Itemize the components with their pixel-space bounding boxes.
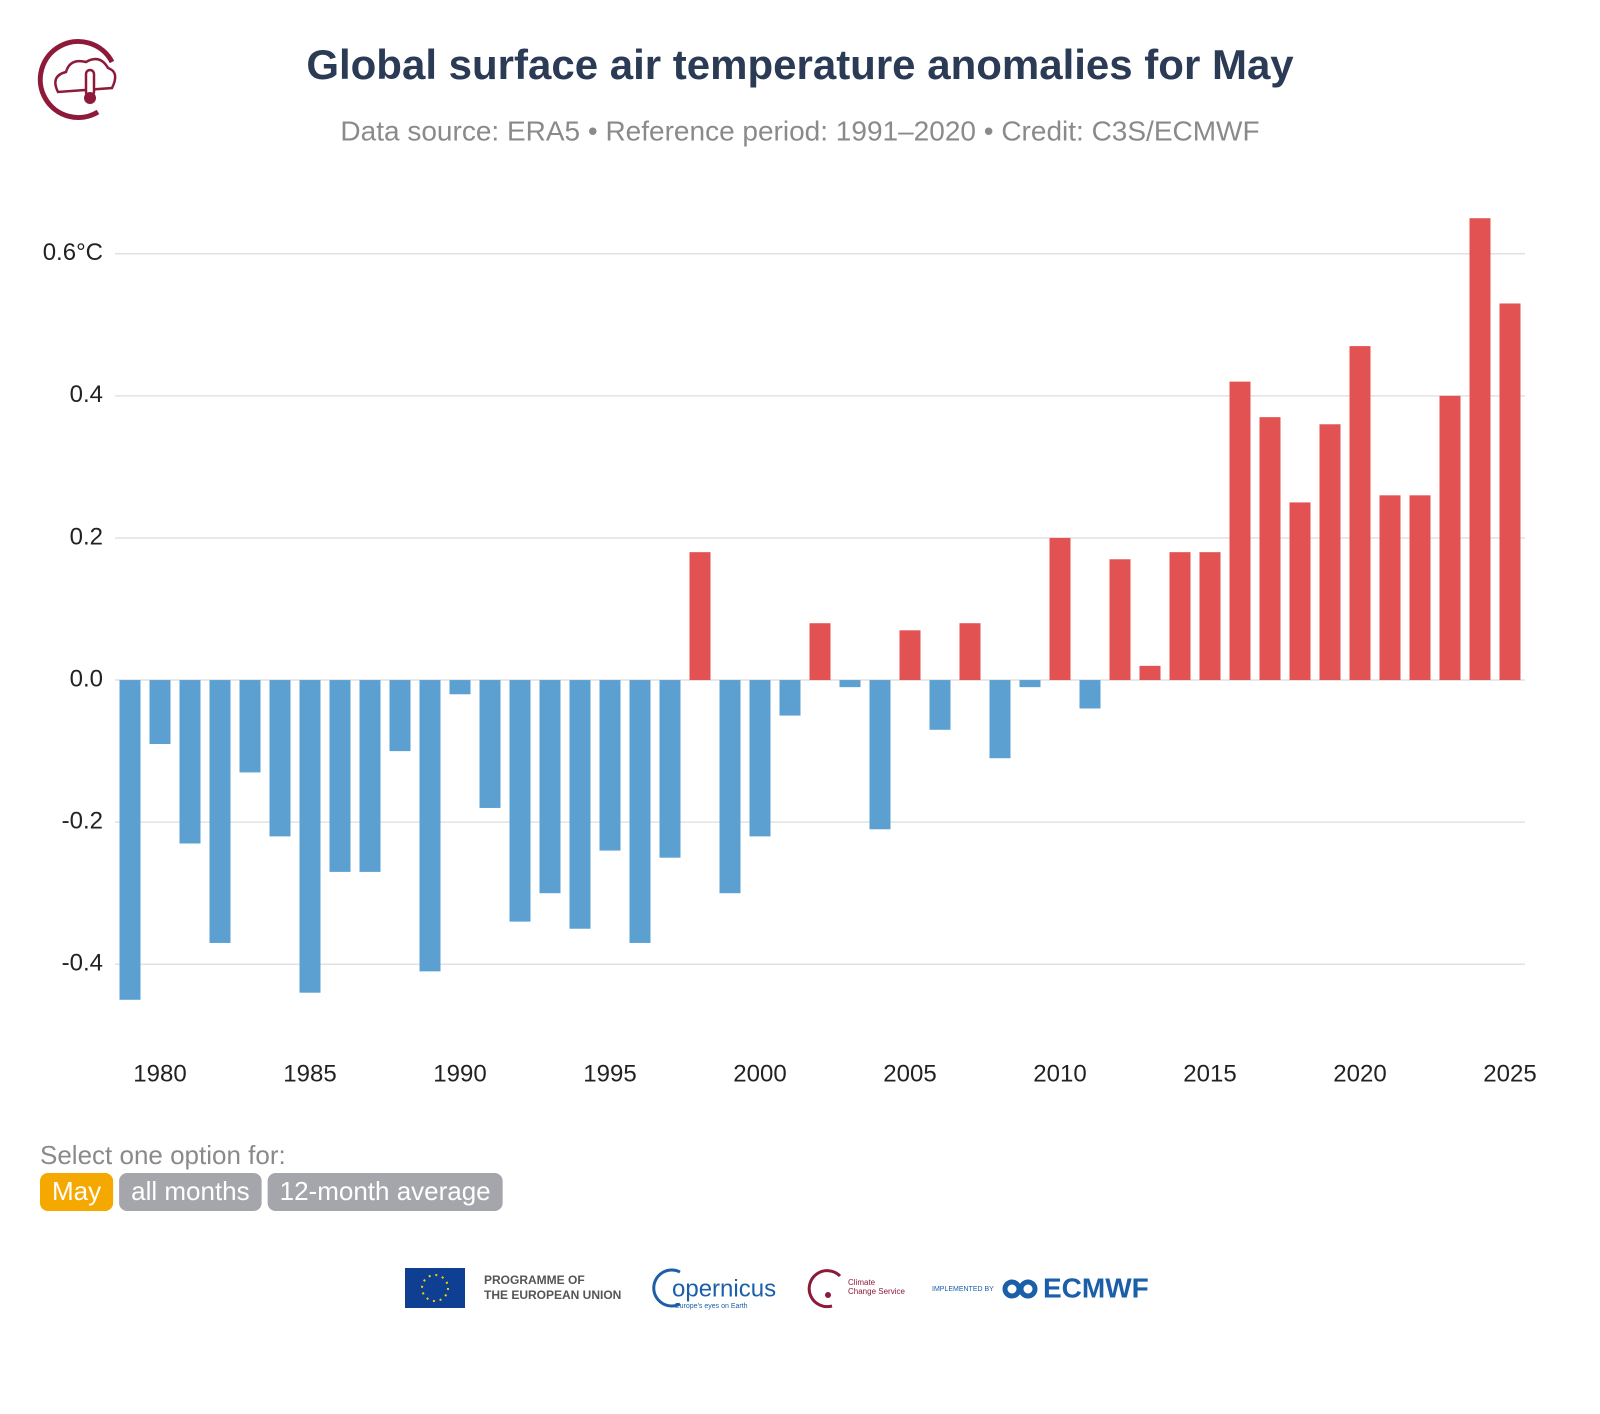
x-tick-label: 2010	[1033, 1060, 1086, 1087]
chart-title: Global surface air temperature anomalies…	[306, 41, 1294, 88]
button-bg[interactable]	[119, 1173, 262, 1211]
button-label[interactable]: 12-month average	[280, 1176, 491, 1206]
bar	[1289, 502, 1311, 681]
bar	[1409, 495, 1431, 681]
bar	[239, 680, 261, 773]
button-label[interactable]: May	[52, 1176, 101, 1206]
bar	[929, 680, 951, 730]
bar	[419, 680, 441, 972]
x-tick-label: 1995	[583, 1060, 636, 1087]
bar	[179, 680, 201, 844]
y-tick-label: -0.2	[62, 808, 103, 835]
bar	[449, 680, 471, 695]
eu-flag	[405, 1268, 465, 1308]
bar	[1499, 303, 1521, 681]
chart-subtitle: Data source: ERA5 • Reference period: 19…	[340, 115, 1259, 146]
x-tick-label: 2025	[1483, 1060, 1536, 1087]
bar	[1469, 218, 1491, 681]
bar	[509, 680, 531, 922]
bar	[569, 680, 591, 929]
bar	[899, 630, 921, 681]
bar	[989, 680, 1011, 759]
y-tick-label: 0.0	[70, 665, 103, 692]
bar	[1349, 346, 1371, 681]
bar	[959, 623, 981, 681]
button-group: May all months 12-month average	[40, 1173, 503, 1211]
y-tick-label: 0.4	[70, 381, 103, 408]
x-tick-label: 1985	[283, 1060, 336, 1087]
copernicus-text: opernicus	[672, 1275, 776, 1302]
bar	[689, 552, 711, 681]
plot: 0.6°C 0.4 0.2 0.0 -0.2 -0.4 1980 1985 1990 1995 20…	[43, 218, 1537, 1087]
x-tick-label: 2015	[1183, 1060, 1236, 1087]
bar	[1199, 552, 1221, 681]
button-label[interactable]: all months	[131, 1176, 250, 1206]
option-button[interactable]: May	[40, 1173, 114, 1211]
bar	[149, 680, 171, 744]
bar	[1439, 395, 1461, 681]
bar	[719, 680, 741, 894]
bar	[539, 680, 561, 894]
bar	[779, 680, 801, 716]
x-tick-label: 2000	[733, 1060, 786, 1087]
bar	[1019, 680, 1041, 688]
bar	[839, 680, 861, 688]
bar	[329, 680, 351, 872]
bar	[1049, 537, 1071, 681]
x-tick-label: 1980	[133, 1060, 186, 1087]
bar	[1169, 552, 1191, 681]
implemented-text: IMPLEMENTED BY	[932, 1286, 994, 1293]
bar	[659, 680, 681, 858]
bar	[209, 680, 231, 943]
bar	[1259, 417, 1281, 681]
eu-stars	[421, 1274, 449, 1302]
c3s-text: Climate	[848, 1278, 876, 1287]
option-button[interactable]: 12-month average	[267, 1173, 503, 1211]
bar	[1319, 424, 1341, 681]
bar	[599, 680, 621, 851]
bar	[809, 623, 831, 681]
bar	[1079, 680, 1101, 709]
bar	[119, 680, 141, 1000]
button-bg[interactable]	[267, 1173, 503, 1211]
controls-label: Select one option for:	[40, 1140, 286, 1170]
bar	[479, 680, 501, 808]
y-tick-label: 0.2	[70, 523, 103, 550]
eu-text: THE EUROPEAN UNION	[484, 1288, 621, 1302]
footer-logos: PROGRAMME OF THE EUROPEAN UNION opernicu…	[405, 1268, 1149, 1310]
bar	[359, 680, 381, 872]
bar	[299, 680, 321, 993]
eu-text: PROGRAMME OF	[484, 1273, 585, 1287]
option-button[interactable]: all months	[119, 1173, 262, 1211]
c3s-text: Change Service	[848, 1287, 905, 1296]
button-bg[interactable]	[40, 1173, 114, 1211]
x-tick-label: 1990	[433, 1060, 486, 1087]
bar	[1229, 381, 1251, 681]
bar	[1379, 495, 1401, 681]
bar	[389, 680, 411, 752]
bar	[749, 680, 771, 837]
ecmwf-text: ECMWF	[1043, 1272, 1149, 1303]
bar	[269, 680, 291, 837]
bar	[1109, 559, 1131, 681]
x-tick-label: 2020	[1333, 1060, 1386, 1087]
bar	[869, 680, 891, 830]
x-tick-label: 2005	[883, 1060, 936, 1087]
bar	[629, 680, 651, 943]
copernicus-tagline: Europe's eyes on Earth	[675, 1303, 748, 1310]
y-tick-label: 0.6°C	[43, 239, 103, 266]
y-tick-label: -0.4	[62, 950, 103, 977]
logo	[37, 39, 117, 121]
bar	[1139, 665, 1161, 681]
